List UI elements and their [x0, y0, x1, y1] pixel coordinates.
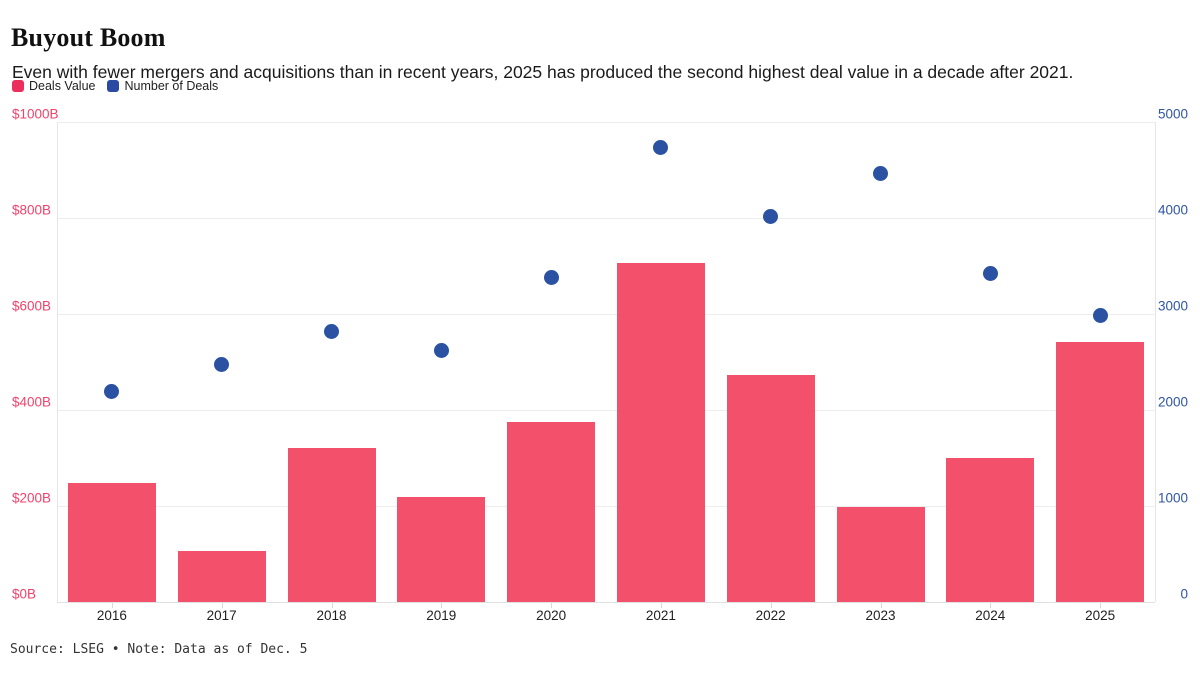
gridline — [57, 601, 1155, 603]
x-axis-label: 2021 — [645, 608, 676, 623]
deals-value-bar[interactable] — [67, 482, 156, 602]
y-axis-tick-right: 0 — [1180, 586, 1188, 602]
y-axis-tick-left: $800B — [12, 202, 52, 218]
x-axis-tick — [880, 603, 882, 608]
y-axis-tick-left: $600B — [12, 298, 52, 314]
deals-value-bar[interactable] — [507, 421, 596, 602]
deal-count-dot[interactable] — [873, 166, 888, 182]
x-axis-tick — [551, 603, 553, 608]
legend-label: Deals Value — [29, 79, 96, 93]
deal-count-dot[interactable] — [763, 208, 779, 224]
legend-label: Number of Deals — [124, 79, 219, 93]
deal-count-dot[interactable] — [653, 140, 669, 156]
x-axis-tick — [111, 603, 113, 608]
x-axis-tick — [660, 603, 662, 608]
gridline — [57, 409, 1155, 411]
deals-value-bar[interactable] — [616, 262, 705, 602]
x-axis-tick — [221, 603, 223, 608]
y-axis-tick-left: $0B — [12, 586, 37, 602]
deals-value-bar[interactable] — [726, 374, 815, 602]
deal-count-dot[interactable] — [1092, 308, 1108, 324]
deals-value-bar[interactable] — [836, 507, 925, 602]
legend-item-deals-value: Deals Value — [12, 79, 95, 93]
deals-value-bar[interactable] — [946, 457, 1035, 602]
deal-count-dot[interactable] — [543, 269, 559, 285]
y-axis-tick-right: 3000 — [1157, 298, 1188, 314]
x-axis-label: 2020 — [536, 608, 567, 623]
deals-value-bar[interactable] — [1056, 342, 1145, 602]
x-axis-label: 2019 — [426, 608, 457, 623]
plot-left-border — [56, 122, 58, 602]
chart-legend: Deals Value Number of Deals — [12, 78, 218, 94]
deals-value-bar[interactable] — [397, 497, 486, 602]
deals-value-bar[interactable] — [287, 448, 376, 602]
x-axis-label: 2017 — [206, 608, 237, 623]
deal-count-dot[interactable] — [214, 357, 230, 373]
x-axis-label: 2018 — [316, 608, 347, 623]
gridline — [57, 121, 1155, 123]
y-axis-tick-right: 5000 — [1157, 106, 1188, 122]
x-axis-tick — [990, 603, 992, 608]
plot-right-border — [1154, 122, 1156, 602]
x-axis-label: 2016 — [96, 608, 127, 623]
x-axis-tick — [770, 603, 772, 608]
legend-item-number-of-deals: Number of Deals — [107, 79, 218, 93]
x-axis-label: 2025 — [1085, 608, 1116, 623]
legend-swatch-deals-value — [12, 80, 24, 92]
y-axis-tick-left: $400B — [12, 394, 52, 410]
y-axis-tick-right: 4000 — [1157, 202, 1188, 218]
legend-swatch-number-of-deals — [107, 80, 120, 92]
y-axis-tick-right: 2000 — [1157, 394, 1188, 410]
source-note: Source: LSEG • Note: Data as of Dec. 5 — [10, 642, 308, 657]
x-axis-tick — [1100, 603, 1102, 608]
deal-count-dot[interactable] — [433, 343, 449, 359]
page-title: Buyout Boom — [11, 23, 166, 53]
x-axis-label: 2022 — [755, 608, 786, 623]
gridline — [57, 217, 1155, 219]
deal-count-dot[interactable] — [982, 266, 998, 282]
x-axis-label: 2023 — [865, 608, 896, 623]
x-axis-tick — [441, 603, 443, 608]
chart-subtitle: Even with fewer mergers and acquisitions… — [12, 61, 1074, 82]
y-axis-tick-left: $200B — [12, 490, 52, 506]
x-axis-label: 2024 — [975, 608, 1006, 623]
x-axis-tick — [331, 603, 333, 608]
y-axis-tick-left: $1000B — [12, 106, 59, 122]
deal-count-dot[interactable] — [324, 323, 339, 339]
gridline — [57, 505, 1155, 507]
deal-count-dot[interactable] — [104, 384, 120, 400]
deals-value-bar[interactable] — [177, 550, 266, 602]
gridline — [57, 313, 1155, 315]
y-axis-tick-right: 1000 — [1157, 490, 1188, 506]
